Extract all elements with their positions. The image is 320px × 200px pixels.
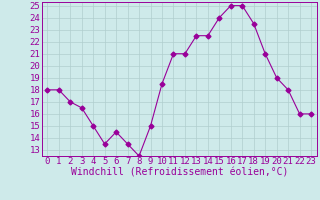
X-axis label: Windchill (Refroidissement éolien,°C): Windchill (Refroidissement éolien,°C) (70, 168, 288, 178)
